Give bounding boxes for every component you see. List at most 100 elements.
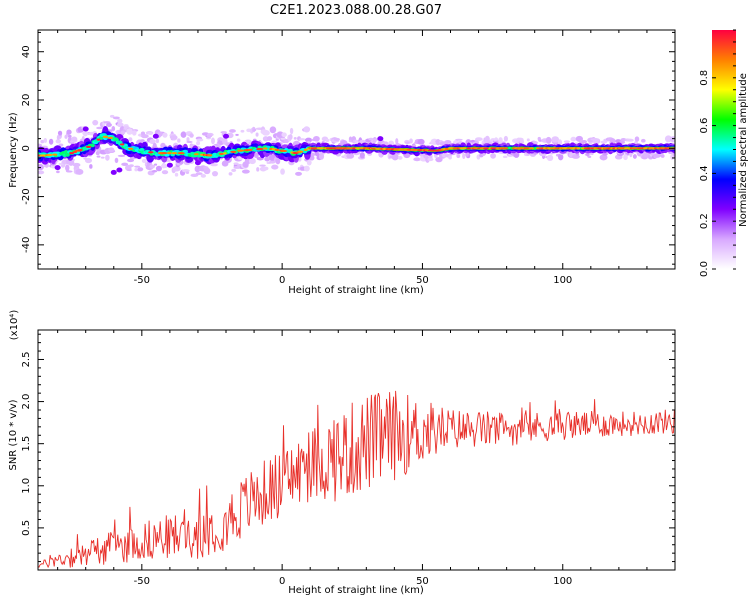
spectrogram-halo — [211, 137, 215, 145]
spectrogram-core — [280, 149, 288, 153]
spectrogram-halo — [281, 132, 287, 138]
spectrogram-outlier — [54, 165, 61, 171]
spectrogram-halo — [333, 137, 340, 141]
spectrogram-core — [298, 150, 304, 153]
spectrogram-halo — [602, 152, 608, 156]
spectrogram-halo — [200, 173, 207, 178]
spectrogram-halo — [55, 139, 61, 144]
spectrogram-outlier — [110, 169, 117, 175]
spectrogram-halo — [38, 163, 44, 171]
spectrogram-halo — [303, 165, 310, 172]
spectrogram-halo — [309, 155, 315, 161]
spectrogram-core — [528, 147, 535, 150]
spectrogram-core — [431, 149, 436, 152]
spectrogram-halo — [275, 158, 281, 165]
spectrogram-halo — [155, 165, 162, 172]
spectrogram-halo — [626, 138, 634, 142]
spectrogram-halo — [295, 171, 302, 176]
snr-panel: -50 0 50 100 0.5 1.0 1.5 2.0 2.5 Height of strai… — [8, 310, 676, 596]
spectrogram-halo — [563, 140, 570, 144]
spectrogram-halo — [253, 128, 257, 132]
spectrogram-halo — [252, 138, 257, 141]
y-tick-label: 2.0 — [21, 394, 32, 410]
colorbar: 0.0 0.2 0.4 0.6 0.8 Normalized spectral ampl… — [699, 29, 749, 277]
spectrogram-halo — [623, 154, 628, 161]
spectrogram-core — [263, 147, 268, 150]
spectrogram-halo — [196, 138, 204, 142]
spectrogram-core — [576, 147, 581, 150]
spectrogram-halo — [72, 162, 81, 167]
colorbar-gradient — [712, 30, 736, 269]
spectrogram-outlier — [377, 136, 384, 142]
spectrogram-panel: -50 0 50 100 -40 -20 0 20 40 Height of straight … — [8, 29, 676, 296]
spectrogram-halo — [672, 138, 675, 143]
y-tick-label: 1.0 — [21, 478, 32, 494]
snr-ticks: -50 0 50 100 0.5 1.0 1.5 2.0 2.5 — [21, 330, 676, 587]
y-tick-label: 1.5 — [21, 436, 32, 452]
spectrogram-halo — [121, 162, 129, 167]
spectrogram-core — [85, 145, 92, 149]
spectrogram-core — [427, 149, 433, 152]
spectrogram-halo — [56, 170, 60, 174]
spectrogram-halo — [261, 130, 270, 136]
spectrogram-halo — [100, 156, 105, 159]
spectrogram-halo — [162, 132, 168, 138]
spectrogram-halo — [266, 136, 273, 141]
spectrogram-halo — [116, 122, 124, 128]
spectrogram-halo — [148, 132, 153, 135]
spectrogram-halo — [271, 164, 279, 170]
spectrogram-halo — [180, 131, 187, 138]
colorbar-tick-label: 0.0 — [699, 261, 710, 277]
spectrogram-halo — [111, 125, 116, 132]
spectrogram-halo — [71, 136, 78, 142]
spectrogram-outlier — [116, 167, 123, 173]
spectrogram-outlier — [152, 133, 159, 139]
spectrogram-halo — [141, 158, 147, 164]
spectrogram-halo — [427, 157, 434, 162]
spectrogram-halo — [280, 137, 286, 140]
spectrogram-core — [218, 152, 225, 155]
spectrogram-halo — [346, 153, 355, 159]
spectrogram-core — [69, 152, 75, 155]
spectrogram-halo — [256, 167, 260, 172]
spectrogram-core — [425, 149, 429, 152]
spectrogram-halo — [154, 163, 158, 166]
colorbar-ticks: 0.0 0.2 0.4 0.6 0.8 — [699, 29, 736, 277]
spectrogram-halo — [634, 136, 640, 142]
figure-title: C2E1.2023.088.00.28.G07 — [270, 3, 442, 18]
spectrogram-halo — [289, 127, 294, 135]
spectrogram-halo — [38, 170, 45, 175]
spectrogram-halo — [513, 151, 520, 158]
spectrogram-halo — [84, 157, 93, 164]
spectrogram-halo — [263, 166, 269, 171]
x-tick-label: 50 — [416, 275, 429, 286]
spectrogram-core — [161, 152, 168, 155]
spectrogram-green-band — [90, 143, 95, 148]
spectrogram-core — [248, 148, 253, 151]
spectrogram-halo — [306, 159, 312, 166]
spectrogram-halo — [255, 132, 259, 137]
spectrogram-halo — [581, 140, 587, 144]
spectrogram-core — [485, 147, 490, 150]
spectrogram-halo — [105, 154, 110, 161]
spectrogram-halo — [75, 168, 84, 175]
spectrogram-core — [239, 149, 245, 152]
spectrogram-halo — [89, 164, 93, 169]
spectrogram-halo — [537, 136, 541, 141]
y-tick-label: 2.5 — [21, 352, 32, 368]
spectrogram-halo — [190, 173, 199, 177]
spectrogram-core — [193, 153, 199, 156]
x-tick-label: 0 — [279, 275, 285, 286]
spectrogram-halo — [288, 133, 293, 140]
spectrogram-halo — [241, 169, 250, 174]
spectrogram-halo — [96, 155, 101, 158]
y-tick-label: 20 — [21, 94, 32, 107]
spectrogram-halo — [185, 171, 190, 174]
spectrogram-x-axis-label: Height of straight line (km) — [288, 285, 424, 296]
spectrogram-outlier — [166, 162, 173, 168]
spectrogram-core — [303, 148, 308, 151]
spectrogram-halo — [456, 154, 461, 159]
spectrogram-core — [77, 148, 83, 152]
spectrogram-halo — [68, 134, 72, 139]
spectrogram-halo — [498, 137, 503, 144]
